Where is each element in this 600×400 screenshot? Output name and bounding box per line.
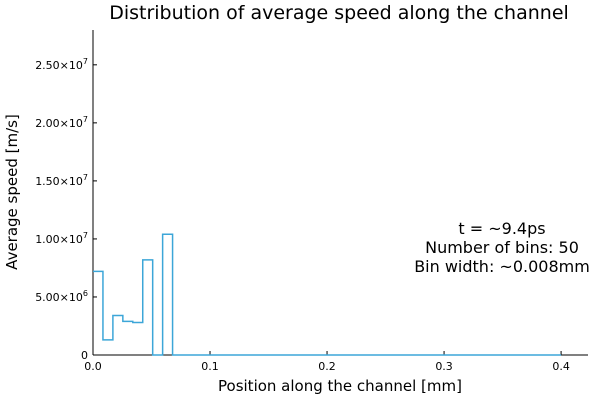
x-tick-label: 0.3: [435, 360, 453, 373]
x-axis-label: Position along the channel [mm]: [218, 377, 462, 395]
y-tick-exponent: 6: [83, 289, 88, 298]
y-tick-mantissa: 1.00×10: [35, 233, 83, 246]
y-tick-mantissa: 2.50×10: [35, 59, 83, 72]
y-tick-group: 05.00×1061.00×1071.50×1072.00×1072.50×10…: [35, 57, 97, 362]
chart-title: Distribution of average speed along the …: [109, 2, 569, 24]
y-tick-mantissa: 1.50×10: [35, 175, 83, 188]
y-tick-label: 2.00×107: [35, 115, 88, 130]
series-line: [93, 233, 562, 356]
y-tick-label: 1.00×107: [35, 231, 88, 246]
plot-area: [92, 30, 588, 356]
x-tick-label: 0.2: [318, 360, 336, 373]
series-group: [93, 233, 562, 356]
x-tick-label: 0.1: [201, 360, 219, 373]
x-tick-group: 0.0 0.1 0.2 0.3 0.4: [84, 351, 570, 373]
y-tick-mantissa: 5.00×10: [35, 291, 83, 304]
y-tick-exponent: 7: [83, 173, 88, 182]
y-tick-label: 1.50×107: [35, 173, 88, 188]
y-tick-exponent: 7: [83, 57, 88, 66]
annotation-bin-width: Bin width: ~0.008mm: [414, 257, 590, 276]
y-tick-label: 5.00×106: [35, 289, 88, 304]
x-tick-label: 0.0: [84, 360, 102, 373]
y-tick-mantissa: 0: [81, 349, 88, 362]
y-axis-label: Average speed [m/s]: [3, 114, 21, 270]
annotation-time: t = ~9.4ps: [458, 219, 545, 238]
y-tick-label: 0: [81, 349, 88, 362]
annotation-block: t = ~9.4ps Number of bins: 50 Bin width:…: [414, 219, 590, 276]
y-tick-label: 2.50×107: [35, 57, 88, 72]
x-tick-label: 0.4: [552, 360, 570, 373]
annotation-bins: Number of bins: 50: [425, 238, 579, 257]
y-tick-mantissa: 2.00×10: [35, 117, 83, 130]
y-tick-exponent: 7: [83, 115, 88, 124]
y-tick-exponent: 7: [83, 231, 88, 240]
